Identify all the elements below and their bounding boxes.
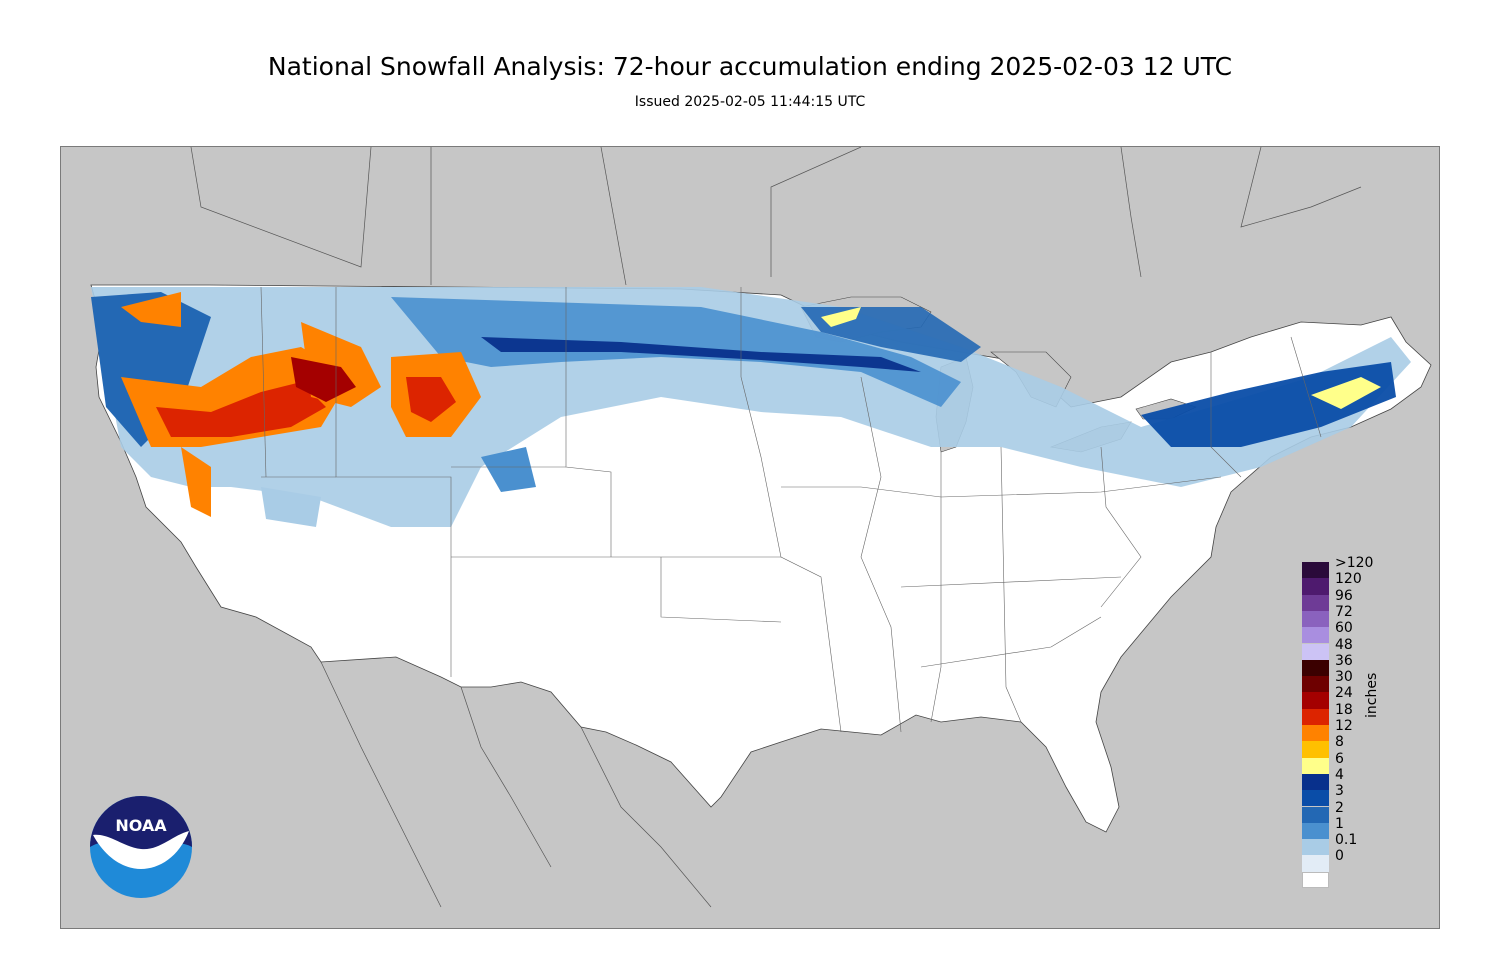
legend-label: 3: [1335, 783, 1344, 800]
legend-label: 18: [1335, 701, 1353, 718]
snowfall-legend: >120 120 96 72 60 48 36 30 24 18 12 8 6 4 3 2 1 0.1 0: [1302, 556, 1452, 888]
legend-label: 0.1: [1335, 832, 1358, 849]
legend-units-label: inches: [1364, 672, 1380, 718]
snowfall-shading: [91, 287, 1411, 527]
issued-timestamp: Issued 2025-02-05 11:44:15 UTC: [634, 94, 866, 110]
snowfall-map[interactable]: [60, 146, 1440, 929]
legend-label: 2: [1335, 799, 1344, 816]
legend-label: >120: [1335, 555, 1374, 571]
noaa-logo-text: NOAA: [115, 816, 167, 835]
international-borders: [190, 147, 1362, 908]
legend-swatch: [1302, 708, 1329, 725]
legend-swatch: [1302, 594, 1329, 611]
legend-swatch: [1302, 676, 1329, 693]
legend-swatch: [1302, 871, 1329, 888]
legend-swatch: [1302, 578, 1329, 595]
legend-label: 60: [1335, 620, 1353, 637]
legend-swatch: [1302, 839, 1329, 856]
noaa-logo: NOAA: [89, 795, 193, 899]
legend-swatch: [1302, 562, 1329, 579]
legend-swatch: [1302, 822, 1329, 840]
state-boundaries: [260, 286, 1322, 733]
legend-swatch: [1302, 659, 1329, 677]
legend-label: 4: [1335, 766, 1344, 783]
legend-label: 120: [1335, 571, 1362, 588]
legend-swatch: [1302, 741, 1329, 758]
legend-swatch: [1302, 610, 1329, 628]
legend-label: 72: [1335, 603, 1353, 620]
legend-swatch: [1302, 790, 1329, 807]
legend-label: 36: [1335, 652, 1353, 669]
legend-swatch: [1302, 725, 1329, 742]
legend-label: 12: [1335, 718, 1353, 734]
legend-swatch: [1302, 855, 1329, 872]
legend-label: 8: [1335, 734, 1344, 751]
legend-label: 24: [1335, 685, 1353, 702]
legend-label: 30: [1335, 669, 1353, 686]
legend-swatch: [1302, 627, 1329, 644]
legend-swatch: [1302, 773, 1329, 791]
legend-swatch: [1302, 692, 1329, 709]
legend-label: 0: [1335, 848, 1344, 865]
map-title: National Snowfall Analysis: 72-hour accu…: [267, 52, 1233, 81]
legend-label: 96: [1335, 587, 1353, 604]
legend-label: 1: [1335, 815, 1344, 832]
legend-label: 48: [1335, 636, 1353, 653]
legend-swatch: [1302, 643, 1329, 660]
legend-label: 6: [1335, 750, 1344, 767]
legend-swatch: [1302, 757, 1329, 774]
legend-swatch: [1302, 806, 1329, 823]
